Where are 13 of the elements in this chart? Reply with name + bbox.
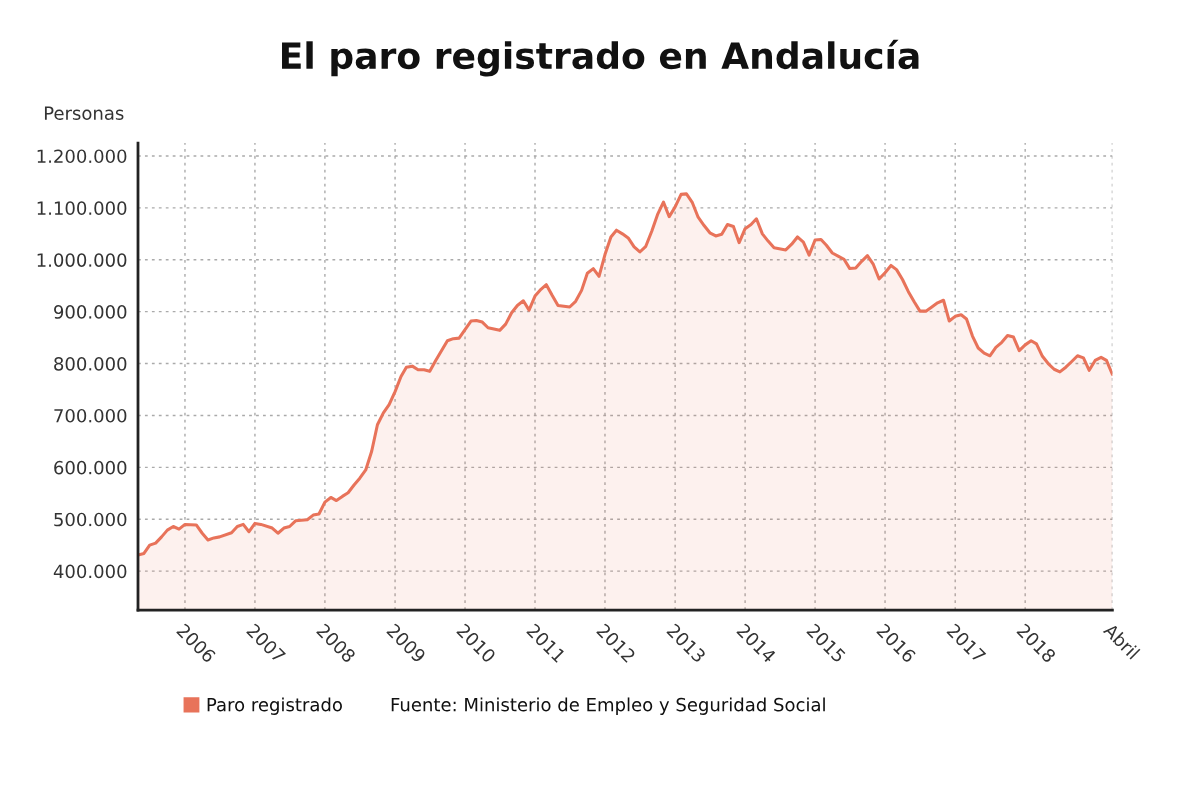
y-tick-label: 600.000 <box>54 460 127 475</box>
y-tick-label: 900.000 <box>54 305 127 319</box>
y-axis-title: Personas <box>44 106 124 120</box>
y-tick-label: 800.000 <box>54 357 127 371</box>
y-tick-label: 400.000 <box>53 564 127 579</box>
y-tick-label: 500.000 <box>54 512 127 527</box>
y-tick-label: 700.000 <box>54 408 127 423</box>
y-tick-label: 1.100.000 <box>37 201 127 215</box>
y-tick-label: 1.200.000 <box>37 149 127 164</box>
chart-title: El paro registrado en Andalucía <box>282 39 919 77</box>
y-tick-label: 1.000.000 <box>37 253 127 267</box>
source-note: Fuente: Ministerio de Empleo y Seguridad Social <box>391 697 825 715</box>
legend-label: Paro registrado <box>207 697 342 715</box>
